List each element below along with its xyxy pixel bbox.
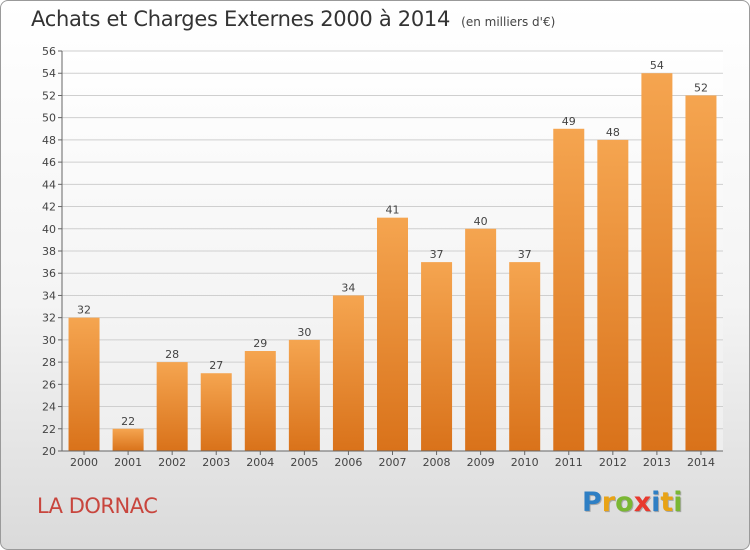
bar bbox=[332, 295, 364, 451]
y-tick-label: 24 bbox=[42, 401, 56, 414]
bar-value-label: 30 bbox=[297, 326, 311, 339]
bar bbox=[112, 428, 144, 451]
y-tick-label: 20 bbox=[42, 445, 56, 458]
y-tick-label: 48 bbox=[42, 134, 56, 147]
y-tick-label: 32 bbox=[42, 312, 56, 325]
bar bbox=[465, 228, 497, 451]
bar bbox=[641, 73, 673, 451]
x-tick-label: 2010 bbox=[511, 456, 539, 469]
y-tick-label: 56 bbox=[42, 45, 56, 58]
logo-letter: r bbox=[601, 487, 616, 518]
bar bbox=[377, 217, 408, 451]
y-tick-label: 26 bbox=[42, 378, 56, 391]
y-tick-label: 30 bbox=[42, 334, 56, 347]
bar bbox=[685, 95, 717, 451]
x-tick-label: 2009 bbox=[467, 456, 495, 469]
x-tick-label: 2005 bbox=[290, 456, 318, 469]
y-tick-label: 38 bbox=[42, 245, 56, 258]
bar-value-label: 54 bbox=[650, 59, 664, 72]
y-tick-label: 28 bbox=[42, 356, 56, 369]
x-tick-label: 2003 bbox=[202, 456, 230, 469]
x-tick-label: 2006 bbox=[334, 456, 362, 469]
bar-value-label: 41 bbox=[386, 204, 400, 217]
y-tick-label: 36 bbox=[42, 267, 56, 280]
bar-value-label: 27 bbox=[209, 359, 223, 372]
bar bbox=[156, 362, 188, 451]
y-tick-label: 52 bbox=[42, 89, 56, 102]
bar-value-label: 29 bbox=[253, 337, 267, 350]
bar-value-label: 49 bbox=[562, 115, 576, 128]
bar bbox=[421, 262, 453, 451]
logo-letter: x bbox=[633, 487, 652, 518]
commune-name: LA DORNAC bbox=[37, 494, 158, 518]
bar-value-label: 32 bbox=[77, 304, 91, 317]
x-tick-label: 2012 bbox=[599, 456, 627, 469]
bar bbox=[200, 373, 232, 451]
y-tick-label: 22 bbox=[42, 423, 56, 436]
logo-letter: i bbox=[651, 487, 661, 518]
x-tick-label: 2002 bbox=[158, 456, 186, 469]
x-tick-label: 2008 bbox=[423, 456, 451, 469]
logo-letter: i bbox=[673, 487, 683, 518]
bar bbox=[244, 351, 276, 451]
y-tick-label: 40 bbox=[42, 223, 56, 236]
x-tick-label: 2000 bbox=[70, 456, 98, 469]
x-tick-label: 2011 bbox=[555, 456, 583, 469]
x-tick-label: 2007 bbox=[379, 456, 407, 469]
bar bbox=[597, 139, 629, 451]
y-tick-label: 42 bbox=[42, 201, 56, 214]
x-tick-label: 2001 bbox=[114, 456, 142, 469]
bar-value-label: 37 bbox=[430, 248, 444, 261]
x-tick-label: 2004 bbox=[246, 456, 274, 469]
bar-value-label: 52 bbox=[694, 81, 708, 94]
logo-letter: t bbox=[660, 487, 674, 518]
proxiti-logo: Proxiti bbox=[582, 487, 683, 518]
bar bbox=[553, 128, 585, 451]
y-tick-label: 46 bbox=[42, 156, 56, 169]
bar-value-label: 40 bbox=[474, 215, 488, 228]
y-tick-label: 44 bbox=[42, 178, 56, 191]
bar-value-label: 28 bbox=[165, 348, 179, 361]
y-tick-label: 50 bbox=[42, 112, 56, 125]
bar-value-label: 48 bbox=[606, 126, 620, 139]
chart-title-row: Achats et Charges Externes 2000 à 2014 (… bbox=[31, 7, 555, 31]
chart-subtitle: (en milliers d'€) bbox=[461, 15, 556, 29]
bar bbox=[68, 317, 100, 451]
x-tick-label: 2013 bbox=[643, 456, 671, 469]
bar-value-label: 22 bbox=[121, 415, 135, 428]
bar-value-label: 37 bbox=[518, 248, 532, 261]
x-tick-label: 2014 bbox=[687, 456, 715, 469]
y-tick-label: 54 bbox=[42, 67, 56, 80]
y-tick-label: 34 bbox=[42, 289, 56, 302]
bar bbox=[509, 262, 541, 451]
bar bbox=[288, 339, 320, 451]
bar-value-label: 34 bbox=[341, 281, 355, 294]
logo-letter: o bbox=[615, 487, 634, 518]
logo-letter: P bbox=[582, 487, 602, 518]
chart-title: Achats et Charges Externes 2000 à 2014 bbox=[31, 7, 451, 31]
